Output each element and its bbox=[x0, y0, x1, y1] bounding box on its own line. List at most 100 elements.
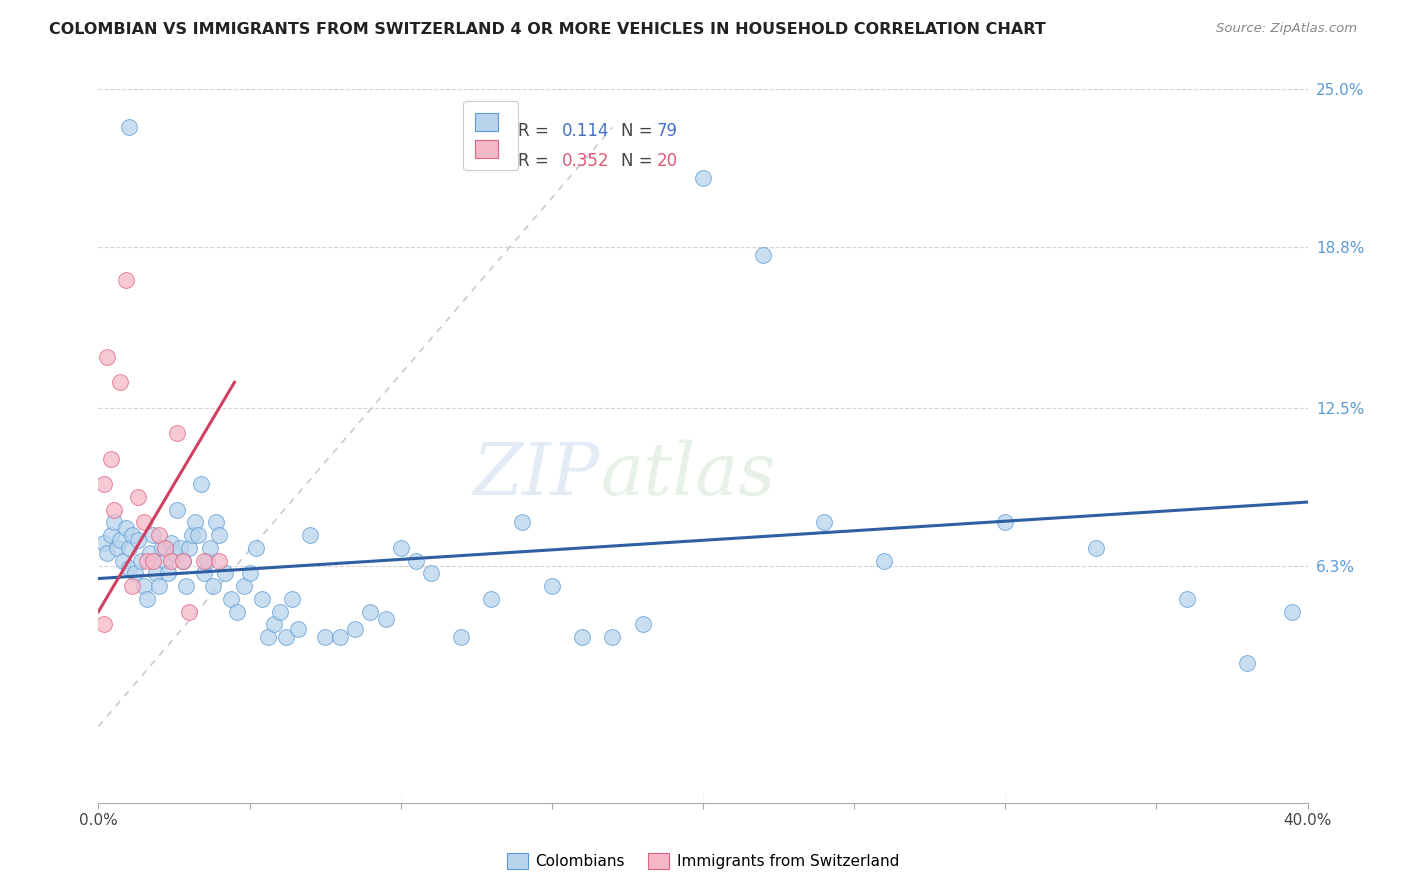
Colombians bbox=[1236, 656, 1258, 670]
Colombians bbox=[160, 536, 183, 550]
Colombians bbox=[100, 528, 122, 542]
Colombians bbox=[129, 554, 152, 568]
Colombians bbox=[299, 528, 322, 542]
Colombians bbox=[873, 554, 896, 568]
Colombians bbox=[281, 591, 304, 606]
Colombians bbox=[314, 630, 336, 644]
Colombians bbox=[187, 528, 209, 542]
Colombians bbox=[118, 541, 141, 555]
Colombians bbox=[221, 591, 243, 606]
Colombians bbox=[96, 546, 118, 560]
Colombians bbox=[139, 546, 162, 560]
Text: R =: R = bbox=[517, 121, 554, 139]
Colombians bbox=[813, 516, 835, 530]
Immigrants from Switzerland bbox=[148, 528, 170, 542]
Colombians bbox=[344, 623, 367, 637]
Colombians bbox=[181, 528, 204, 542]
Immigrants from Switzerland bbox=[93, 617, 115, 632]
Colombians bbox=[994, 516, 1017, 530]
Immigrants from Switzerland bbox=[121, 579, 143, 593]
Colombians bbox=[389, 541, 412, 555]
Colombians bbox=[202, 579, 225, 593]
Text: 20: 20 bbox=[657, 152, 678, 169]
Colombians bbox=[108, 533, 131, 548]
Colombians bbox=[510, 516, 533, 530]
Colombians bbox=[93, 536, 115, 550]
Immigrants from Switzerland bbox=[93, 477, 115, 491]
Colombians bbox=[245, 541, 267, 555]
Colombians bbox=[156, 566, 179, 581]
Colombians bbox=[1085, 541, 1108, 555]
Colombians bbox=[172, 554, 194, 568]
Colombians bbox=[405, 554, 427, 568]
Colombians bbox=[153, 554, 176, 568]
Immigrants from Switzerland bbox=[127, 490, 149, 504]
Text: N =: N = bbox=[621, 152, 658, 169]
Text: COLOMBIAN VS IMMIGRANTS FROM SWITZERLAND 4 OR MORE VEHICLES IN HOUSEHOLD CORRELA: COLOMBIAN VS IMMIGRANTS FROM SWITZERLAND… bbox=[49, 22, 1046, 37]
Colombians bbox=[214, 566, 236, 581]
Colombians bbox=[163, 546, 186, 560]
Colombians bbox=[540, 579, 562, 593]
Colombians bbox=[208, 528, 231, 542]
Immigrants from Switzerland bbox=[193, 554, 215, 568]
Colombians bbox=[692, 171, 714, 186]
Colombians bbox=[263, 617, 285, 632]
Immigrants from Switzerland bbox=[166, 426, 188, 441]
Text: 79: 79 bbox=[657, 121, 678, 139]
Colombians bbox=[124, 566, 146, 581]
Colombians bbox=[360, 605, 382, 619]
Legend: Colombians, Immigrants from Switzerland: Colombians, Immigrants from Switzerland bbox=[501, 847, 905, 875]
Colombians bbox=[1281, 605, 1303, 619]
Y-axis label: 4 or more Vehicles in Household: 4 or more Vehicles in Household bbox=[0, 322, 7, 570]
Colombians bbox=[150, 541, 173, 555]
Colombians bbox=[287, 623, 309, 637]
Colombians bbox=[481, 591, 503, 606]
Text: ZIP: ZIP bbox=[472, 439, 600, 510]
Colombians bbox=[631, 617, 654, 632]
Text: R =: R = bbox=[517, 152, 554, 169]
Colombians bbox=[190, 477, 212, 491]
Immigrants from Switzerland bbox=[179, 605, 201, 619]
Colombians bbox=[250, 591, 273, 606]
Colombians bbox=[205, 516, 228, 530]
Colombians bbox=[374, 612, 396, 626]
Colombians bbox=[118, 120, 141, 135]
Colombians bbox=[195, 554, 218, 568]
Colombians bbox=[174, 579, 197, 593]
Colombians bbox=[226, 605, 249, 619]
Colombians bbox=[193, 566, 215, 581]
Immigrants from Switzerland bbox=[142, 554, 165, 568]
Immigrants from Switzerland bbox=[160, 554, 183, 568]
Text: atlas: atlas bbox=[600, 439, 776, 510]
Colombians bbox=[274, 630, 297, 644]
Text: 0.114: 0.114 bbox=[561, 121, 609, 139]
Colombians bbox=[169, 541, 191, 555]
Immigrants from Switzerland bbox=[208, 554, 231, 568]
Colombians bbox=[269, 605, 291, 619]
Colombians bbox=[103, 516, 125, 530]
Colombians bbox=[145, 566, 167, 581]
Colombians bbox=[105, 541, 128, 555]
Colombians bbox=[200, 541, 222, 555]
Colombians bbox=[450, 630, 472, 644]
Colombians bbox=[1175, 591, 1198, 606]
Immigrants from Switzerland bbox=[96, 350, 118, 364]
Colombians bbox=[752, 248, 775, 262]
Colombians bbox=[114, 520, 136, 534]
Colombians bbox=[121, 528, 143, 542]
Immigrants from Switzerland bbox=[103, 502, 125, 516]
Immigrants from Switzerland bbox=[172, 554, 194, 568]
Text: N =: N = bbox=[621, 121, 658, 139]
Colombians bbox=[132, 579, 155, 593]
Legend: , : , bbox=[464, 101, 519, 170]
Colombians bbox=[111, 554, 134, 568]
Immigrants from Switzerland bbox=[108, 376, 131, 390]
Colombians bbox=[239, 566, 262, 581]
Colombians bbox=[127, 533, 149, 548]
Immigrants from Switzerland bbox=[153, 541, 176, 555]
Colombians bbox=[135, 591, 157, 606]
Immigrants from Switzerland bbox=[114, 273, 136, 287]
Colombians bbox=[142, 528, 165, 542]
Colombians bbox=[329, 630, 352, 644]
Immigrants from Switzerland bbox=[135, 554, 157, 568]
